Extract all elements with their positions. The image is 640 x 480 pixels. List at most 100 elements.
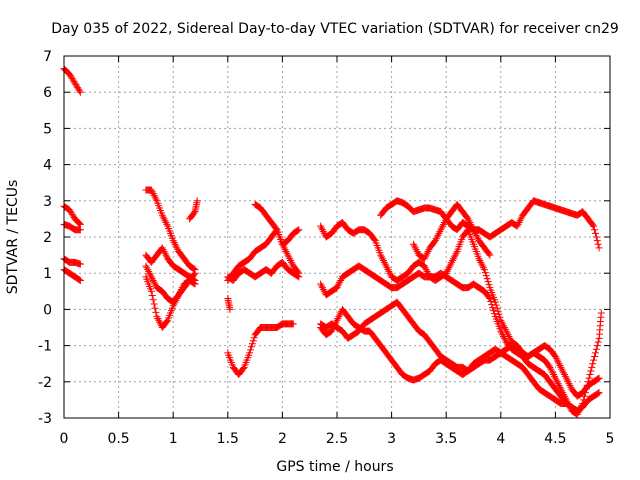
data-point (163, 220, 171, 228)
data-point (473, 233, 481, 241)
data-point (189, 264, 197, 272)
data-point (586, 371, 594, 379)
data-point (163, 253, 171, 261)
data-point (552, 376, 560, 384)
data-point (380, 258, 388, 266)
data-point (65, 206, 73, 214)
data-point (278, 240, 286, 248)
data-point (190, 270, 198, 278)
data-point (450, 253, 458, 261)
data-point (466, 219, 474, 227)
data-point (486, 295, 494, 303)
data-point (499, 331, 507, 339)
data-point (585, 374, 593, 382)
data-point (191, 269, 199, 277)
data-point (437, 226, 445, 234)
data-point (160, 247, 168, 255)
data-point (500, 324, 508, 331)
x-tick-label: 0 (60, 431, 69, 447)
data-point (559, 367, 567, 375)
data-point (593, 237, 601, 245)
x-tick-label: 1 (169, 431, 178, 447)
data-point (67, 73, 75, 81)
data-point (515, 219, 523, 227)
data-point (594, 240, 602, 248)
data-point (378, 253, 386, 261)
data-point (589, 221, 597, 229)
data-point (286, 255, 294, 263)
data-point (582, 385, 590, 393)
data-point (74, 84, 82, 92)
data-point (282, 247, 290, 255)
data-point (563, 376, 571, 384)
data-point (319, 285, 327, 293)
data-point (279, 242, 287, 250)
data-point (250, 334, 258, 342)
y-axis-label: SDTVAR / TECUs (5, 180, 21, 295)
data-point (551, 352, 559, 360)
data-point (169, 237, 177, 245)
data-point (162, 251, 170, 259)
data-point (172, 242, 180, 250)
data-point (285, 253, 293, 261)
data-point (193, 197, 201, 205)
data-point (75, 87, 83, 95)
x-tick-label: 4.5 (544, 431, 566, 447)
data-point (421, 264, 429, 272)
data-point (75, 219, 83, 227)
data-point (490, 307, 498, 315)
data-point (593, 390, 601, 398)
x-tick-label: 4 (496, 431, 505, 447)
data-point (447, 260, 455, 268)
data-point (593, 342, 601, 350)
data-point (550, 372, 558, 380)
data-point (76, 88, 84, 96)
y-tick-label: -3 (38, 411, 52, 427)
data-point (176, 289, 184, 297)
data-point (553, 356, 561, 364)
data-point (334, 314, 342, 322)
data-point (484, 278, 492, 286)
data-point (592, 233, 600, 241)
data-point (439, 220, 447, 228)
data-point (434, 231, 442, 239)
data-point (497, 316, 505, 324)
data-point (318, 224, 326, 232)
data-point (151, 304, 159, 312)
data-point (487, 298, 495, 306)
data-point (70, 78, 78, 86)
data-point (239, 365, 247, 373)
data-point (384, 266, 392, 274)
data-point (444, 266, 452, 274)
data-point (149, 276, 157, 284)
data-point (336, 278, 344, 286)
series-s19 (317, 298, 570, 408)
data-point (161, 249, 169, 257)
data-point (142, 262, 150, 270)
data-point (583, 381, 591, 389)
data-point (452, 249, 460, 257)
data-point (431, 237, 439, 245)
data-point (422, 251, 430, 259)
data-point (158, 211, 166, 219)
data-point (492, 301, 500, 309)
data-point (423, 249, 431, 257)
data-point (287, 257, 295, 265)
data-point (591, 226, 599, 234)
data-point (150, 300, 158, 308)
series-s13 (224, 258, 303, 284)
data-point (422, 266, 430, 274)
data-point (590, 356, 598, 364)
data-point (421, 253, 429, 261)
data-point (551, 374, 559, 382)
series-s6 (142, 186, 199, 274)
data-point (500, 333, 508, 341)
series-s14 (251, 200, 303, 277)
x-tick-label: 1.5 (217, 431, 239, 447)
y-tick-label: 4 (43, 158, 52, 174)
data-point (552, 354, 560, 362)
data-point (496, 313, 504, 321)
data-point (489, 304, 497, 312)
data-point (67, 209, 75, 217)
data-point (65, 70, 73, 78)
